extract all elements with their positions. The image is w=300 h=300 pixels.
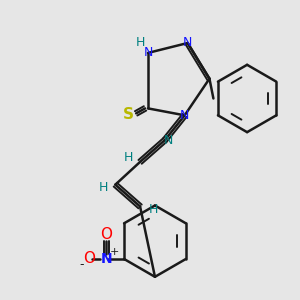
- Text: N: N: [143, 46, 153, 59]
- Text: N: N: [164, 134, 173, 147]
- Text: N: N: [100, 252, 112, 266]
- Text: +: +: [110, 247, 119, 257]
- Text: H: H: [99, 181, 108, 194]
- Text: O: O: [100, 227, 112, 242]
- Text: N: N: [180, 109, 189, 122]
- Text: S: S: [123, 107, 134, 122]
- Text: H: H: [135, 37, 145, 50]
- Text: O: O: [83, 251, 95, 266]
- Text: H: H: [124, 152, 133, 164]
- Text: -: -: [79, 258, 84, 272]
- Text: N: N: [183, 37, 192, 50]
- Text: H: H: [148, 203, 158, 216]
